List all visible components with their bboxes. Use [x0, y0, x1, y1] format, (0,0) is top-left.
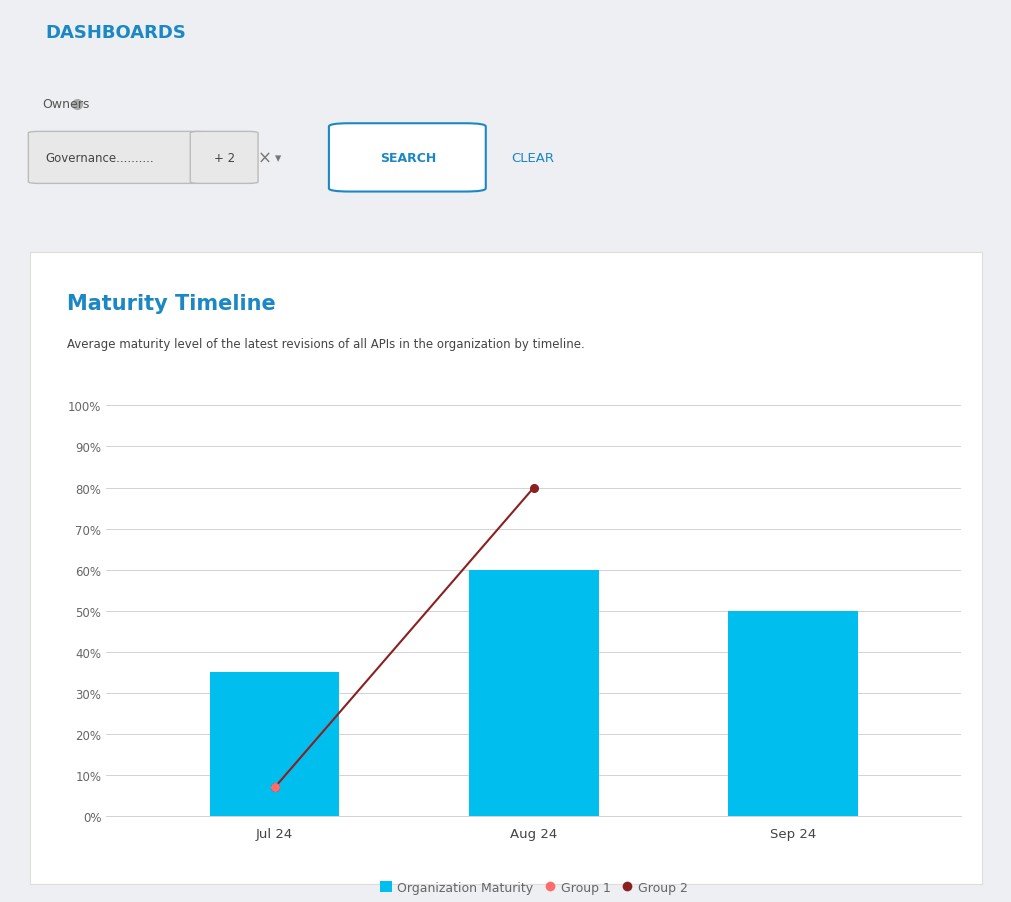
Text: DASHBOARDS: DASHBOARDS — [45, 23, 186, 41]
FancyBboxPatch shape — [28, 133, 205, 184]
Text: ▾: ▾ — [275, 152, 281, 165]
Text: Governance..........: Governance.......... — [45, 152, 154, 165]
Bar — [209, 673, 339, 816]
Bar — [728, 612, 857, 816]
FancyBboxPatch shape — [190, 133, 258, 184]
Text: + 2: + 2 — [214, 152, 235, 165]
Text: Average maturity level of the latest revisions of all APIs in the organization b: Average maturity level of the latest rev… — [67, 338, 583, 351]
Text: CLEAR: CLEAR — [511, 152, 553, 165]
Bar — [468, 570, 599, 816]
Text: ×: × — [258, 149, 272, 167]
Text: Owners: Owners — [42, 98, 90, 111]
Legend: Organization Maturity, Group 1, Group 2: Organization Maturity, Group 1, Group 2 — [374, 876, 693, 899]
FancyBboxPatch shape — [329, 124, 485, 192]
Text: SEARCH: SEARCH — [379, 152, 436, 165]
Text: Maturity Timeline: Maturity Timeline — [67, 294, 275, 314]
